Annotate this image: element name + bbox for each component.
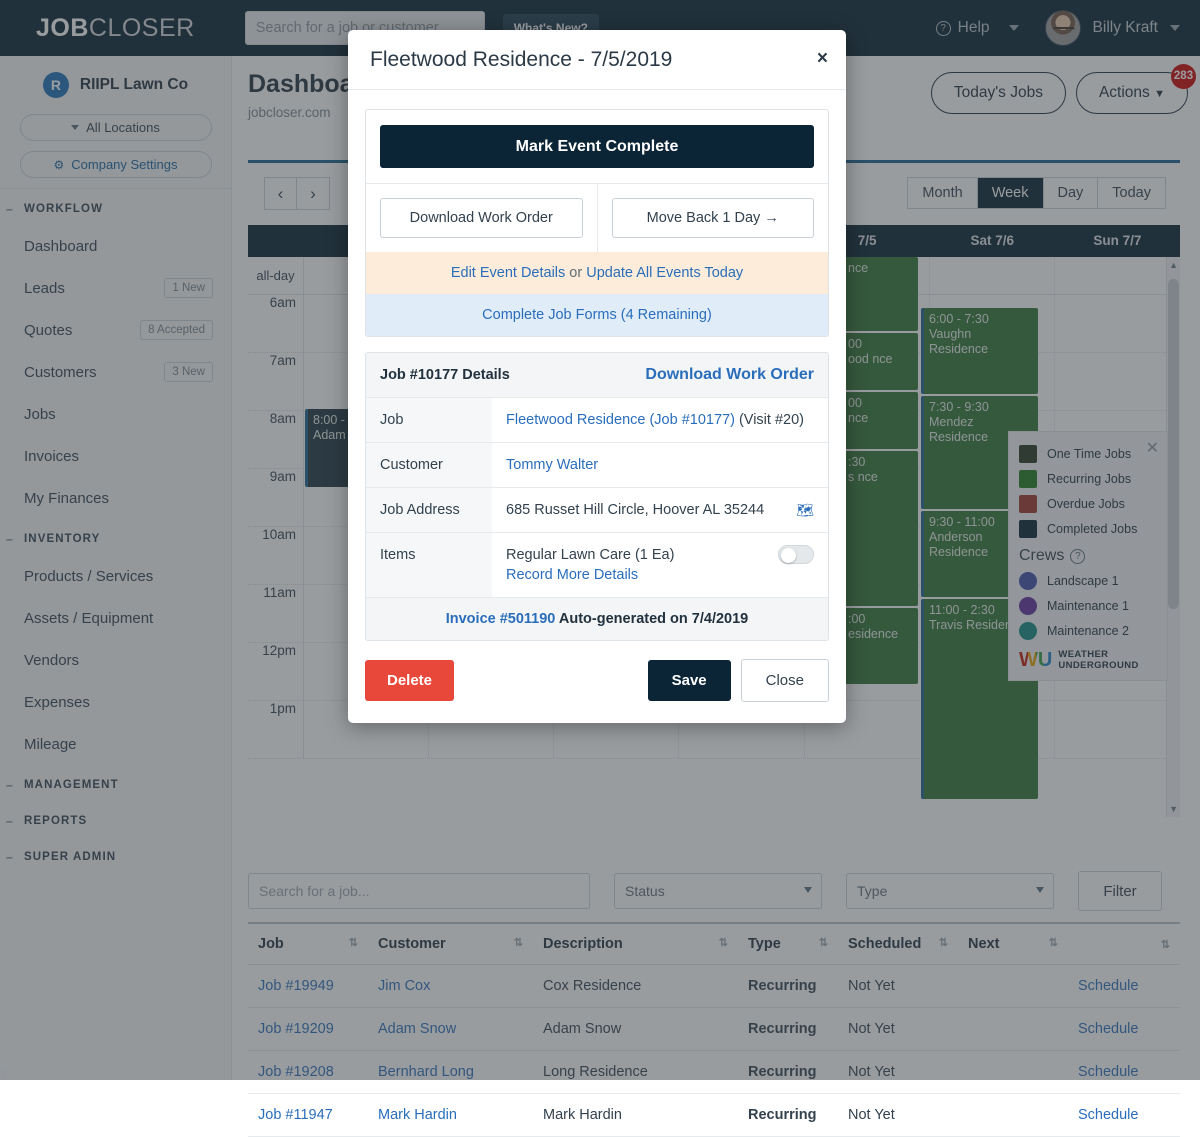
detail-row-address: Job Address 685 Russet Hill Circle, Hoov… <box>366 488 828 533</box>
cell-customer[interactable]: Mark Hardin <box>368 1093 533 1137</box>
detail-value: Tommy Walter <box>492 443 828 487</box>
address-text: 685 Russet Hill Circle, Hoover AL 35244 <box>506 502 765 518</box>
table-row[interactable]: Job #11947 Mark Hardin Mark Hardin Recur… <box>248 1093 1180 1137</box>
detail-key: Customer <box>366 443 492 487</box>
modal-body: Mark Event Complete Download Work Order … <box>348 90 846 641</box>
event-actions-panel: Mark Event Complete Download Work Order … <box>365 109 829 337</box>
cell-scheduled: Not Yet <box>838 1093 958 1137</box>
detail-value: Regular Lawn Care (1 Ea) Record More Det… <box>492 533 828 597</box>
mark-event-complete-button[interactable]: Mark Event Complete <box>380 125 814 168</box>
item-text: Regular Lawn Care (1 Ea) <box>506 547 675 563</box>
edit-event-details-link[interactable]: Edit Event Details <box>450 265 566 281</box>
save-button[interactable]: Save <box>647 660 731 701</box>
or-text: or <box>565 265 587 281</box>
close-button[interactable]: Close <box>740 659 829 702</box>
complete-job-forms-link[interactable]: Complete Job Forms (4 Remaining) <box>482 307 712 323</box>
secondary-actions-row: Download Work Order Move Back 1 Day → <box>366 183 828 252</box>
detail-value: Fleetwood Residence (Job #10177) (Visit … <box>492 398 828 442</box>
cell-next <box>958 1093 1068 1137</box>
job-details-panel: Job #10177 Details Download Work Order J… <box>365 352 829 641</box>
download-work-order-cell: Download Work Order <box>366 184 597 252</box>
detail-row-customer: Customer Tommy Walter <box>366 443 828 488</box>
details-download-work-order-link[interactable]: Download Work Order <box>645 366 814 383</box>
record-more-details-link[interactable]: Record More Details <box>506 567 639 583</box>
move-back-one-day-button[interactable]: Move Back 1 Day → <box>611 198 814 238</box>
modal-footer: Delete Save Close <box>348 641 846 723</box>
modal-title: Fleetwood Residence - 7/5/2019 <box>370 47 673 71</box>
modal-header: Fleetwood Residence - 7/5/2019 × <box>348 30 846 90</box>
map-icon[interactable]: 🗺 <box>796 502 814 518</box>
customer-link[interactable]: Tommy Walter <box>506 457 599 473</box>
event-detail-modal: Fleetwood Residence - 7/5/2019 × Mark Ev… <box>348 30 846 723</box>
invoice-row: Invoice #501190 Auto-generated on 7/4/20… <box>366 598 828 640</box>
visit-suffix: (Visit #20) <box>734 412 804 428</box>
cell-schedule-action[interactable]: Schedule <box>1068 1093 1180 1137</box>
job-details-title: Job #10177 Details <box>380 367 510 383</box>
move-back-cell: Move Back 1 Day → <box>596 184 829 252</box>
detail-row-items: Items Regular Lawn Care (1 Ea) Record Mo… <box>366 533 828 598</box>
invoice-text: Auto-generated on 7/4/2019 <box>555 611 749 627</box>
job-forms-strip: Complete Job Forms (4 Remaining) <box>366 294 828 336</box>
close-icon[interactable]: × <box>816 48 828 69</box>
detail-row-job: Job Fleetwood Residence (Job #10177) (Vi… <box>366 398 828 443</box>
detail-value: 685 Russet Hill Circle, Hoover AL 35244 … <box>492 488 828 532</box>
detail-key: Job Address <box>366 488 492 532</box>
update-all-events-link[interactable]: Update All Events Today <box>586 265 744 281</box>
detail-key: Job <box>366 398 492 442</box>
edit-event-strip: Edit Event Details or Update All Events … <box>366 252 828 294</box>
item-toggle[interactable] <box>778 545 814 564</box>
corner-indicator: 7 <box>2 1068 8 1078</box>
detail-key: Items <box>366 533 492 597</box>
cell-type: Recurring <box>738 1093 838 1137</box>
job-link[interactable]: Fleetwood Residence (Job #10177) <box>506 412 735 428</box>
cell-description: Mark Hardin <box>533 1093 738 1137</box>
delete-button[interactable]: Delete <box>365 660 455 701</box>
download-work-order-button[interactable]: Download Work Order <box>380 198 583 238</box>
invoice-link[interactable]: Invoice #501190 <box>445 611 556 627</box>
job-details-header: Job #10177 Details Download Work Order <box>366 353 828 398</box>
cell-job[interactable]: Job #11947 <box>248 1093 368 1137</box>
